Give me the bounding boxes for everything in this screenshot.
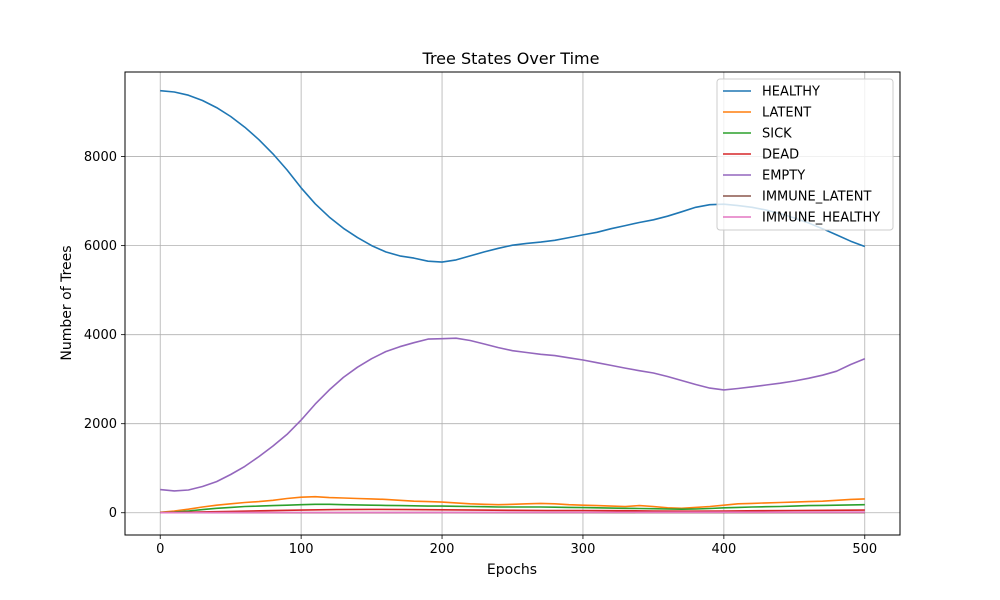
series-line-latent <box>160 495 865 514</box>
y-axis-label: Number of Trees <box>59 245 75 360</box>
legend-label-sick: SICK <box>762 127 792 142</box>
y-tick-label: 0 <box>109 506 117 521</box>
y-tick-label: 8000 <box>84 150 117 165</box>
y-tick-label: 4000 <box>84 328 117 343</box>
series-line-immune-healthy <box>160 511 865 514</box>
plot-area-frame <box>124 71 901 536</box>
y-axis-ticks: 0 2000 4000 6000 8000 <box>84 150 125 521</box>
x-tick-label: 400 <box>711 542 736 557</box>
series-line-empty <box>160 337 866 492</box>
legend-label-immune-latent: IMMUNE_LATENT <box>762 190 872 205</box>
legend: HEALTHY LATENT SICK DEAD EMPTY IMMUNE_LATENT I… <box>716 78 894 231</box>
series-line-sick <box>160 503 865 514</box>
legend-label-empty: EMPTY <box>762 169 805 184</box>
legend-entries: HEALTHY LATENT SICK DEAD EMPTY IMMUNE_LATENT I… <box>723 85 880 226</box>
x-axis-ticks: 0 100 200 300 400 500 <box>156 535 877 557</box>
x-axis-label: Epochs <box>487 562 537 578</box>
legend-label-immune-healthy: IMMUNE_HEALTHY <box>762 211 880 226</box>
x-tick-label: 300 <box>571 542 596 557</box>
y-tick-label: 6000 <box>84 239 117 254</box>
x-tick-label: 500 <box>852 542 877 557</box>
legend-label-latent: LATENT <box>762 106 811 121</box>
legend-box <box>716 78 894 231</box>
x-tick-label: 100 <box>289 542 314 557</box>
chart-title: Tree States Over Time <box>422 49 600 68</box>
series-line-dead <box>160 508 865 514</box>
legend-label-healthy: HEALTHY <box>762 85 820 100</box>
x-tick-label: 0 <box>156 542 164 557</box>
x-tick-label: 200 <box>430 542 455 557</box>
legend-label-dead: DEAD <box>762 148 799 163</box>
y-tick-label: 2000 <box>84 417 117 432</box>
